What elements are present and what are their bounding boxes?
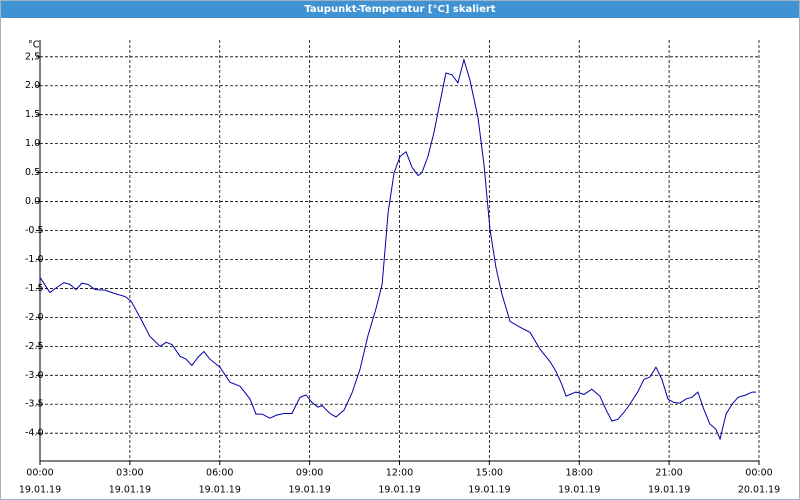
x-tick-label: 06:00: [206, 468, 233, 479]
x-tick-date: 19.01.19: [109, 485, 151, 496]
y-tick-label: -4.0: [25, 428, 44, 439]
y-tick-label: -3.5: [25, 399, 44, 410]
x-tick-date: 19.01.19: [558, 485, 600, 496]
y-tick-label: -2.0: [25, 312, 44, 323]
x-tick-label: 21:00: [655, 468, 682, 479]
y-tick-label: 2.0: [25, 80, 40, 91]
chart: °C 2,5 2.0 1.5 1.0 0.5 0.0 -0.5 -1.0 -1.5 -2.0 -2.…: [19, 40, 780, 496]
x-tick-date: 19.01.19: [378, 485, 420, 496]
data-line: [39, 57, 756, 441]
y-tick-label: 0.5: [25, 167, 40, 178]
x-tick-label: 12:00: [386, 468, 413, 479]
x-tick-label: 18:00: [566, 468, 593, 479]
x-tick-label: 00:00: [26, 468, 53, 479]
x-tick-label: 03:00: [116, 468, 143, 479]
y-tick-label: -2.5: [25, 341, 44, 352]
title-bar: Taupunkt-Temperatur [°C] skaliert: [1, 1, 799, 18]
y-tick-label: 2,5: [25, 51, 40, 62]
x-tick-label: 15:00: [476, 468, 503, 479]
y-tick-label: -1.0: [25, 254, 44, 265]
x-tick-date: 19.01.19: [648, 485, 690, 496]
y-tick-label: 1.5: [25, 109, 40, 120]
x-tick-label: 00:00: [745, 468, 772, 479]
y-tick-label: -1.5: [25, 283, 44, 294]
y-tick-label: -3.0: [25, 370, 44, 381]
y-tick-label: -0.5: [25, 225, 44, 236]
x-tick-date: 19.01.19: [199, 485, 241, 496]
y-axis-unit: °C: [28, 40, 40, 51]
x-tick-label: 09:00: [296, 468, 323, 479]
y-tick-label: 0.0: [25, 196, 40, 207]
x-tick-date: 19.01.19: [288, 485, 330, 496]
y-tick-label: 1.0: [25, 138, 40, 149]
x-tick-date: 20.01.19: [738, 485, 780, 496]
x-tick-date: 19.01.19: [19, 485, 61, 496]
x-tick-date: 19.01.19: [468, 485, 510, 496]
